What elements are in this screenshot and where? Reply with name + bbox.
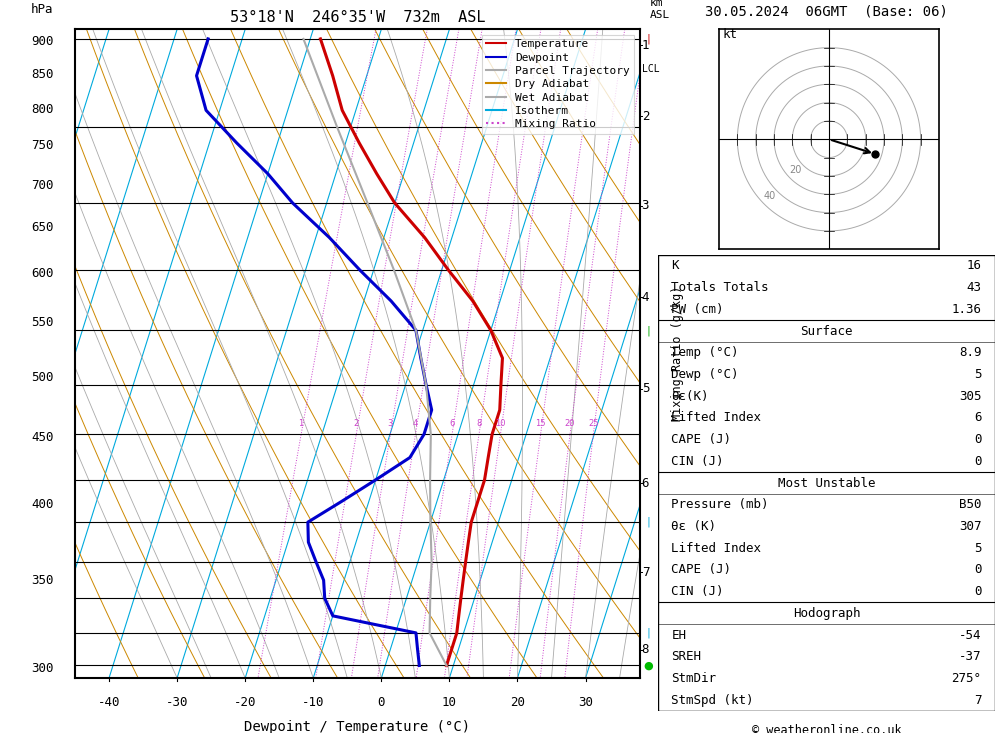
Text: 850: 850	[31, 68, 54, 81]
Text: 6: 6	[974, 411, 982, 424]
Text: 4: 4	[642, 291, 649, 304]
Text: 900: 900	[31, 35, 54, 48]
Text: 5: 5	[642, 382, 649, 395]
Text: 16: 16	[967, 259, 982, 273]
Text: 800: 800	[31, 103, 54, 116]
Text: |: |	[645, 325, 651, 336]
Text: 1.36: 1.36	[952, 303, 982, 316]
Text: hPa: hPa	[31, 4, 54, 16]
Text: 6: 6	[642, 477, 649, 490]
Text: SREH: SREH	[671, 650, 701, 663]
Text: Mixing Ratio (g/kg): Mixing Ratio (g/kg)	[671, 286, 684, 421]
Text: |: |	[645, 34, 651, 44]
Text: 7: 7	[974, 693, 982, 707]
Text: -37: -37	[959, 650, 982, 663]
Text: 30.05.2024  06GMT  (Base: 06): 30.05.2024 06GMT (Base: 06)	[705, 4, 948, 18]
Text: Most Unstable: Most Unstable	[778, 476, 875, 490]
Text: 5: 5	[974, 542, 982, 555]
Text: 2: 2	[642, 110, 649, 122]
Point	[867, 148, 883, 160]
Text: Dewpoint / Temperature (°C): Dewpoint / Temperature (°C)	[244, 721, 471, 733]
Text: 400: 400	[31, 498, 54, 511]
Text: CIN (J): CIN (J)	[671, 455, 724, 468]
Text: -10: -10	[302, 696, 325, 710]
Text: K: K	[671, 259, 679, 273]
Text: Pressure (mb): Pressure (mb)	[671, 498, 769, 511]
Text: 10: 10	[495, 419, 506, 428]
Text: StmSpd (kt): StmSpd (kt)	[671, 693, 754, 707]
Text: Lifted Index: Lifted Index	[671, 411, 761, 424]
Text: 500: 500	[31, 371, 54, 383]
Text: 0: 0	[974, 564, 982, 576]
Text: -30: -30	[166, 696, 188, 710]
Text: 7: 7	[642, 566, 649, 579]
Text: -40: -40	[98, 696, 120, 710]
Text: 0: 0	[974, 455, 982, 468]
Text: 4: 4	[413, 419, 418, 428]
Text: 2: 2	[354, 419, 359, 428]
Legend: Temperature, Dewpoint, Parcel Trajectory, Dry Adiabat, Wet Adiabat, Isotherm, Mi: Temperature, Dewpoint, Parcel Trajectory…	[482, 35, 634, 133]
Text: CIN (J): CIN (J)	[671, 585, 724, 598]
Text: LCL: LCL	[642, 64, 659, 74]
Text: 3: 3	[388, 419, 393, 428]
Text: 15: 15	[535, 419, 546, 428]
Text: 8: 8	[476, 419, 482, 428]
Text: 6: 6	[449, 419, 455, 428]
Text: Hodograph: Hodograph	[793, 607, 860, 620]
Text: 0: 0	[974, 585, 982, 598]
Text: Temp (°C): Temp (°C)	[671, 346, 739, 359]
Text: Surface: Surface	[800, 325, 853, 338]
Text: PW (cm): PW (cm)	[671, 303, 724, 316]
Text: 307: 307	[959, 520, 982, 533]
Text: 1: 1	[642, 39, 649, 51]
Text: 20: 20	[565, 419, 575, 428]
Text: B50: B50	[959, 498, 982, 511]
Text: 10: 10	[442, 696, 457, 710]
Text: 350: 350	[31, 574, 54, 587]
Text: Lifted Index: Lifted Index	[671, 542, 761, 555]
Text: 650: 650	[31, 221, 54, 234]
Text: 0: 0	[378, 696, 385, 710]
Text: 275°: 275°	[952, 672, 982, 685]
Text: 700: 700	[31, 179, 54, 192]
Text: 8.9: 8.9	[959, 346, 982, 359]
Text: |: |	[645, 517, 651, 528]
Text: 550: 550	[31, 316, 54, 329]
Text: 5: 5	[974, 368, 982, 381]
Title: 53°18'N  246°35'W  732m  ASL: 53°18'N 246°35'W 732m ASL	[230, 10, 485, 26]
Text: 43: 43	[967, 281, 982, 294]
Text: 30: 30	[578, 696, 593, 710]
Text: 305: 305	[959, 390, 982, 402]
Text: 20: 20	[789, 165, 801, 175]
Text: 3: 3	[642, 199, 649, 213]
Text: 750: 750	[31, 139, 54, 152]
Text: -54: -54	[959, 628, 982, 641]
Text: |: |	[645, 627, 651, 638]
Text: 8: 8	[642, 644, 649, 656]
Text: 1: 1	[299, 419, 304, 428]
Text: km
ASL: km ASL	[650, 0, 670, 20]
Text: © weatheronline.co.uk: © weatheronline.co.uk	[752, 724, 901, 733]
Text: CAPE (J): CAPE (J)	[671, 564, 731, 576]
Text: 600: 600	[31, 267, 54, 279]
Text: StmDir: StmDir	[671, 672, 716, 685]
Text: 25: 25	[588, 419, 599, 428]
Text: 20: 20	[510, 696, 525, 710]
Text: Totals Totals: Totals Totals	[671, 281, 769, 294]
Text: 40: 40	[763, 191, 775, 201]
Text: θε (K): θε (K)	[671, 520, 716, 533]
Text: EH: EH	[671, 628, 686, 641]
Text: 300: 300	[31, 662, 54, 675]
Text: kt: kt	[723, 29, 738, 42]
Text: 0: 0	[974, 433, 982, 446]
Text: ●: ●	[643, 660, 653, 671]
Text: -20: -20	[234, 696, 256, 710]
Text: θε(K): θε(K)	[671, 390, 709, 402]
Text: 450: 450	[31, 431, 54, 443]
Text: Dewp (°C): Dewp (°C)	[671, 368, 739, 381]
Text: CAPE (J): CAPE (J)	[671, 433, 731, 446]
